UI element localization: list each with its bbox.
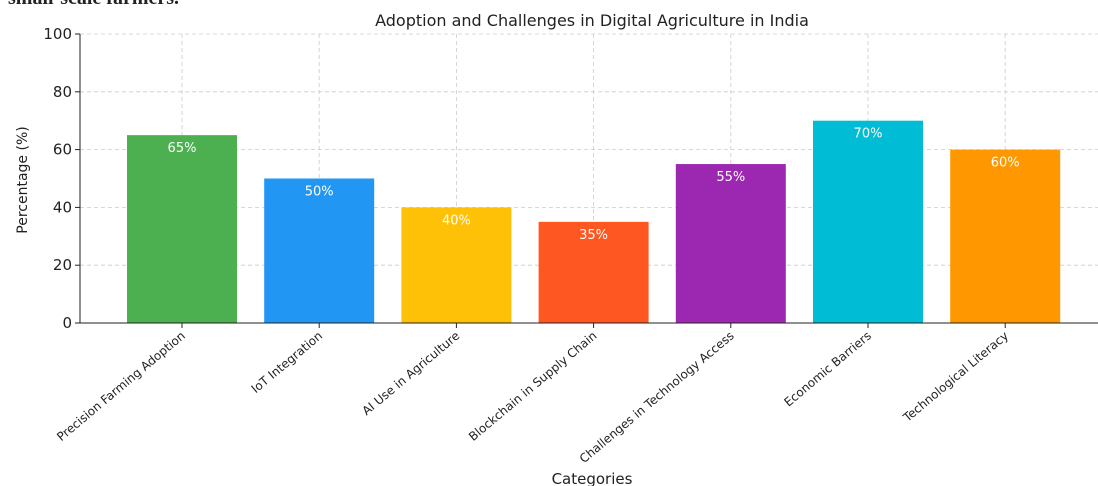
bar xyxy=(538,221,649,323)
x-axis-label: Categories xyxy=(552,470,633,486)
bar xyxy=(127,135,237,323)
bar xyxy=(813,120,923,323)
y-tick-label: 0 xyxy=(62,314,72,332)
x-tick-label: IoT Integration xyxy=(249,329,326,396)
bar xyxy=(950,149,1061,323)
y-tick-label: 40 xyxy=(53,198,72,216)
bar xyxy=(264,178,375,323)
y-tick-label: 60 xyxy=(53,141,72,159)
bar xyxy=(675,164,786,323)
chart-title: Adoption and Challenges in Digital Agric… xyxy=(375,11,809,30)
value-label: 70% xyxy=(854,127,883,142)
document-text: small-scale farmers. xyxy=(8,0,179,9)
y-tick-label: 80 xyxy=(53,83,72,101)
x-tick-label: Technological Literacy xyxy=(900,329,1011,426)
x-tick-label: Precision Farming Adoption xyxy=(54,329,188,444)
y-axis-label: Percentage (%) xyxy=(15,126,31,233)
value-label: 65% xyxy=(168,141,197,156)
x-tick-label: Challenges in Technology Access xyxy=(577,329,737,466)
x-tick-label: Blockchain in Supply Chain xyxy=(466,329,599,444)
value-label: 60% xyxy=(991,156,1020,171)
x-tick-label: AI Use in Agriculture xyxy=(359,329,462,418)
value-label: 40% xyxy=(442,213,471,228)
value-label: 50% xyxy=(305,185,334,200)
value-label: 55% xyxy=(716,170,745,185)
y-tick-label: 100 xyxy=(43,25,72,43)
y-tick-label: 20 xyxy=(53,256,72,274)
x-tick-label: Economic Barriers xyxy=(781,329,874,410)
value-label: 35% xyxy=(579,228,608,243)
bar xyxy=(401,207,512,323)
